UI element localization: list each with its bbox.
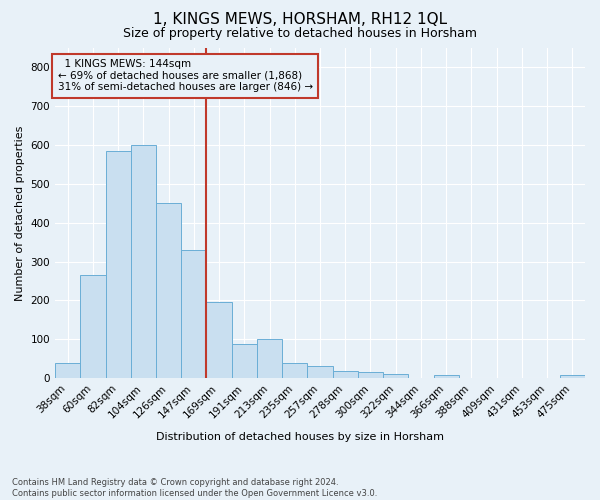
Bar bbox=[55, 362, 80, 378]
Bar bbox=[181, 250, 206, 378]
Bar bbox=[560, 375, 585, 378]
Y-axis label: Number of detached properties: Number of detached properties bbox=[15, 125, 25, 300]
Bar bbox=[434, 375, 459, 378]
Bar bbox=[106, 150, 131, 378]
Bar bbox=[358, 372, 383, 378]
Text: Size of property relative to detached houses in Horsham: Size of property relative to detached ho… bbox=[123, 28, 477, 40]
Bar bbox=[383, 374, 409, 378]
Text: Contains HM Land Registry data © Crown copyright and database right 2024.
Contai: Contains HM Land Registry data © Crown c… bbox=[12, 478, 377, 498]
Bar bbox=[80, 275, 106, 378]
Bar bbox=[307, 366, 332, 378]
Bar bbox=[332, 372, 358, 378]
Bar bbox=[232, 344, 257, 378]
Bar bbox=[131, 145, 156, 378]
Text: Distribution of detached houses by size in Horsham: Distribution of detached houses by size … bbox=[156, 432, 444, 442]
Bar bbox=[282, 362, 307, 378]
Text: 1 KINGS MEWS: 144sqm
← 69% of detached houses are smaller (1,868)
31% of semi-de: 1 KINGS MEWS: 144sqm ← 69% of detached h… bbox=[58, 59, 313, 92]
Bar bbox=[257, 340, 282, 378]
Bar bbox=[206, 302, 232, 378]
Bar bbox=[156, 203, 181, 378]
Text: 1, KINGS MEWS, HORSHAM, RH12 1QL: 1, KINGS MEWS, HORSHAM, RH12 1QL bbox=[153, 12, 447, 28]
